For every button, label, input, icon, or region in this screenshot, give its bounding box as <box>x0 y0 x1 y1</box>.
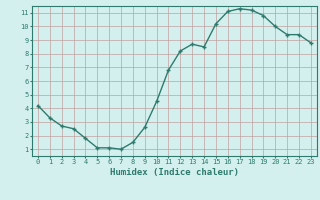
X-axis label: Humidex (Indice chaleur): Humidex (Indice chaleur) <box>110 168 239 177</box>
